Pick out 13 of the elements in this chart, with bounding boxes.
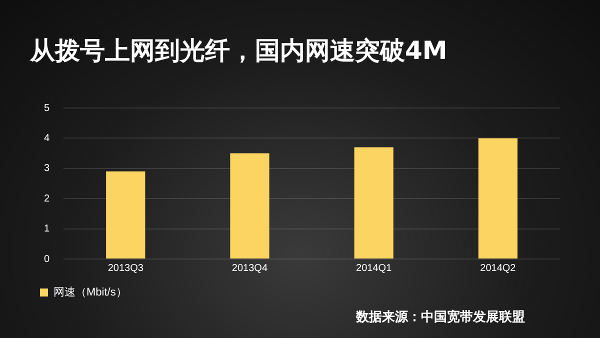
x-tick-label: 2014Q1: [356, 262, 392, 274]
source-note: 数据来源：中国宽带发展联盟: [356, 308, 525, 326]
y-tick-label: 2: [44, 193, 50, 204]
chart-title: 从拨号上网到光纤，国内网速突破4M: [30, 35, 448, 67]
x-tick-label: 2013Q4: [232, 262, 268, 274]
y-tick-label: 4: [44, 132, 50, 144]
legend-label: 网速（Mbit/s）: [54, 286, 127, 299]
y-tick-label: 3: [44, 163, 50, 174]
y-tick-label: 5: [44, 102, 50, 114]
y-tick-label: 0: [44, 254, 50, 265]
y-tick-label: 1: [44, 224, 50, 235]
x-tick-label: 2014Q2: [480, 262, 516, 274]
x-tick-label: 2013Q3: [108, 262, 144, 274]
